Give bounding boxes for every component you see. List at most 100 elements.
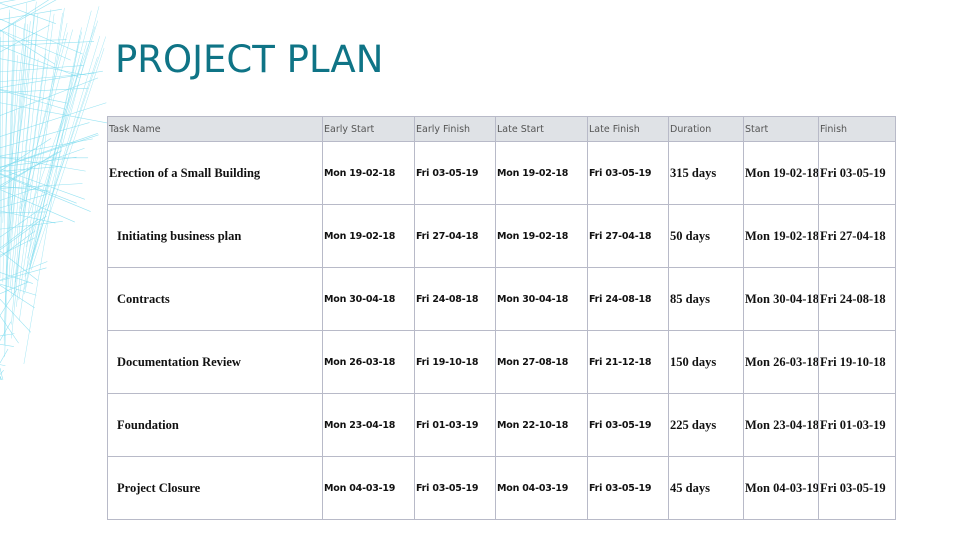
cell-task-name: Erection of a Small Building bbox=[107, 141, 323, 205]
cell-task-name: Contracts bbox=[107, 267, 323, 331]
cell-early-start: Mon 23-04-18 bbox=[322, 393, 415, 457]
cell-late-start: Mon 30-04-18 bbox=[495, 267, 588, 331]
cell-early-start: Mon 04-03-19 bbox=[322, 456, 415, 520]
wireframe-line bbox=[28, 26, 96, 215]
wireframe-line bbox=[0, 183, 83, 189]
wireframe-line bbox=[0, 45, 80, 78]
wireframe-line bbox=[7, 23, 25, 206]
wireframe-line bbox=[0, 147, 85, 179]
cell-task-name: Foundation bbox=[107, 393, 323, 457]
cell-finish: Fri 03-05-19 bbox=[818, 456, 896, 520]
wireframe-line bbox=[0, 348, 9, 364]
wireframe-line bbox=[0, 39, 67, 42]
wireframe-line bbox=[0, 70, 103, 88]
cell-finish: Fri 01-03-19 bbox=[818, 393, 896, 457]
wireframe-line bbox=[0, 376, 3, 380]
cell-early-start: Mon 19-02-18 bbox=[322, 141, 415, 205]
wireframe-line bbox=[0, 237, 36, 256]
cell-late-finish: Fri 24-08-18 bbox=[587, 267, 669, 331]
wireframe-building-decoration bbox=[0, 0, 114, 380]
wireframe-line bbox=[0, 102, 107, 137]
cell-duration: 85 days bbox=[668, 267, 744, 331]
wireframe-line bbox=[0, 364, 6, 367]
table-row: Contracts Mon 30-04-18 Fri 24-08-18 Mon 30-… bbox=[107, 267, 896, 331]
wireframe-line bbox=[20, 32, 68, 210]
wireframe-line bbox=[0, 8, 62, 20]
cell-duration: 225 days bbox=[668, 393, 744, 457]
project-plan-table: Task Name Early Start Early Finish Late Sta… bbox=[107, 116, 896, 520]
wireframe-line bbox=[5, 55, 18, 306]
cell-start: Mon 04-03-19 bbox=[743, 456, 819, 520]
wireframe-line bbox=[8, 21, 31, 255]
wireframe-line bbox=[0, 89, 66, 110]
wireframe-line bbox=[30, 48, 105, 271]
cell-finish: Fri 27-04-18 bbox=[818, 204, 896, 268]
cell-late-start: Mon 19-02-18 bbox=[495, 141, 588, 205]
cell-late-start: Mon 19-02-18 bbox=[495, 204, 588, 268]
wireframe-line bbox=[29, 35, 101, 268]
cell-start: Mon 19-02-18 bbox=[743, 141, 819, 205]
wireframe-line bbox=[15, 13, 55, 307]
wireframe-line bbox=[0, 315, 19, 344]
cell-late-start: Mon 22-10-18 bbox=[495, 393, 588, 457]
table-row: Documentation Review Mon 26-03-18 Fri 19-1… bbox=[107, 330, 896, 394]
cell-start: Mon 26-03-18 bbox=[743, 330, 819, 394]
wireframe-line bbox=[2, 12, 10, 223]
wireframe-line bbox=[18, 12, 63, 300]
cell-finish: Fri 24-08-18 bbox=[818, 267, 896, 331]
wireframe-line bbox=[7, 3, 28, 260]
wireframe-line bbox=[15, 9, 52, 283]
wireframe-line bbox=[10, 33, 38, 297]
wireframe-line bbox=[0, 0, 57, 32]
cell-early-finish: Fri 03-05-19 bbox=[414, 141, 496, 205]
wireframe-line bbox=[0, 134, 99, 168]
cell-late-finish: Fri 27-04-18 bbox=[587, 204, 669, 268]
cell-task-name: Project Closure bbox=[107, 456, 323, 520]
wireframe-line bbox=[21, 29, 73, 216]
cell-late-finish: Fri 03-05-19 bbox=[587, 393, 669, 457]
cell-early-start: Mon 26-03-18 bbox=[322, 330, 415, 394]
wireframe-line bbox=[0, 367, 4, 380]
cell-early-start: Mon 19-02-18 bbox=[322, 204, 415, 268]
cell-late-finish: Fri 21-12-18 bbox=[587, 330, 669, 394]
cell-start: Mon 23-04-18 bbox=[743, 393, 819, 457]
wireframe-line bbox=[23, 35, 80, 365]
wireframe-line bbox=[0, 72, 95, 83]
wireframe-line bbox=[0, 89, 68, 104]
wireframe-line bbox=[0, 376, 2, 380]
cell-early-finish: Fri 03-05-19 bbox=[414, 456, 496, 520]
cell-duration: 45 days bbox=[668, 456, 744, 520]
wireframe-line bbox=[4, 22, 16, 357]
wireframe-line bbox=[0, 186, 51, 192]
wireframe-line bbox=[0, 32, 4, 248]
cell-early-finish: Fri 01-03-19 bbox=[414, 393, 496, 457]
cell-task-name: Initiating business plan bbox=[107, 204, 323, 268]
wireframe-line bbox=[0, 0, 17, 3]
wireframe-line bbox=[31, 36, 107, 257]
wireframe-line bbox=[0, 102, 114, 125]
wireframe-line bbox=[0, 30, 56, 65]
column-header-task-name: Task Name bbox=[107, 116, 323, 142]
wireframe-line bbox=[0, 369, 4, 375]
page-title: PROJECT PLAN bbox=[115, 38, 384, 81]
column-header-early-finish: Early Finish bbox=[414, 116, 496, 142]
cell-duration: 150 days bbox=[668, 330, 744, 394]
wireframe-line bbox=[24, 31, 82, 290]
table-row: Foundation Mon 23-04-18 Fri 01-03-19 Mon 22… bbox=[107, 393, 896, 457]
wireframe-line bbox=[3, 23, 14, 341]
cell-duration: 315 days bbox=[668, 141, 744, 205]
cell-early-finish: Fri 19-10-18 bbox=[414, 330, 496, 394]
cell-start: Mon 30-04-18 bbox=[743, 267, 819, 331]
column-header-late-finish: Late Finish bbox=[587, 116, 669, 142]
cell-start: Mon 19-02-18 bbox=[743, 204, 819, 268]
wireframe-line bbox=[9, 14, 35, 289]
wireframe-line bbox=[19, 22, 68, 215]
wireframe-line bbox=[0, 261, 48, 281]
column-header-early-start: Early Start bbox=[322, 116, 415, 142]
column-header-finish: Finish bbox=[818, 116, 896, 142]
wireframe-line bbox=[0, 173, 91, 212]
wireframe-line bbox=[0, 215, 47, 251]
table-row: Erection of a Small Building Mon 19-02-18… bbox=[107, 141, 896, 205]
wireframe-line bbox=[0, 156, 86, 172]
cell-finish: Fri 03-05-19 bbox=[818, 141, 896, 205]
